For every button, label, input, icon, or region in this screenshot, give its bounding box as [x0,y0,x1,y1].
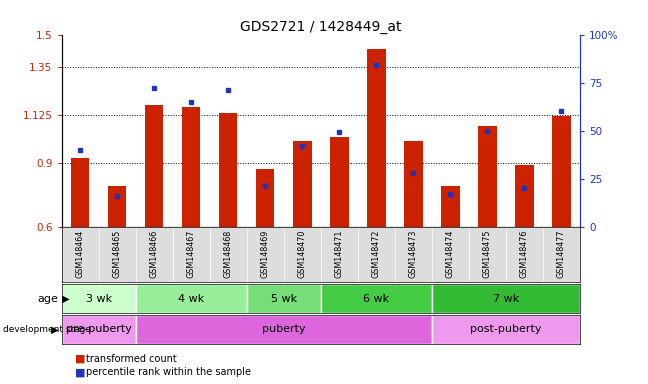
Text: 7 wk: 7 wk [492,293,519,304]
Text: transformed count: transformed count [86,354,177,364]
Bar [135,284,247,313]
Text: ▶: ▶ [59,293,69,304]
Text: GSM148472: GSM148472 [372,229,381,278]
Bar [515,165,534,227]
Text: GSM148475: GSM148475 [483,229,492,278]
Text: ■: ■ [75,354,85,364]
Text: GSM148474: GSM148474 [446,229,455,278]
Text: ▶: ▶ [48,324,58,334]
Title: GDS2721 / 1428449_at: GDS2721 / 1428449_at [240,20,402,33]
Bar [552,116,571,227]
Bar [62,315,135,344]
Text: GSM148464: GSM148464 [76,229,85,278]
Text: GSM148468: GSM148468 [224,229,233,278]
Text: GSM148469: GSM148469 [260,229,270,278]
Text: pre-puberty: pre-puberty [65,324,132,334]
Text: GSM148466: GSM148466 [150,229,159,278]
Text: 5 wk: 5 wk [271,293,297,304]
Text: ■: ■ [75,367,85,377]
Text: age: age [38,293,58,304]
Bar [367,50,386,227]
Bar [321,284,432,313]
Bar [404,141,422,227]
Bar [432,284,580,313]
Text: 3 wk: 3 wk [86,293,111,304]
Bar [432,315,580,344]
Text: development stage: development stage [3,325,91,334]
Text: 6 wk: 6 wk [364,293,389,304]
Text: post-puberty: post-puberty [470,324,542,334]
Bar [108,186,126,227]
Text: puberty: puberty [262,324,306,334]
Bar [62,284,135,313]
Bar [478,126,496,227]
Text: GSM148470: GSM148470 [297,229,307,278]
Bar [219,114,237,227]
Text: GSM148465: GSM148465 [113,229,122,278]
Bar [256,169,275,227]
Text: GSM148477: GSM148477 [557,229,566,278]
Bar [330,137,349,227]
Text: percentile rank within the sample: percentile rank within the sample [86,367,251,377]
Bar [247,284,321,313]
Bar [293,141,312,227]
Text: GSM148476: GSM148476 [520,229,529,278]
Text: GSM148473: GSM148473 [409,229,418,278]
Bar [135,315,432,344]
Text: GSM148471: GSM148471 [335,229,344,278]
Text: 4 wk: 4 wk [178,293,204,304]
Bar [441,186,459,227]
Text: GSM148467: GSM148467 [187,229,196,278]
Bar [145,105,163,227]
Bar [71,158,89,227]
Bar [182,107,200,227]
